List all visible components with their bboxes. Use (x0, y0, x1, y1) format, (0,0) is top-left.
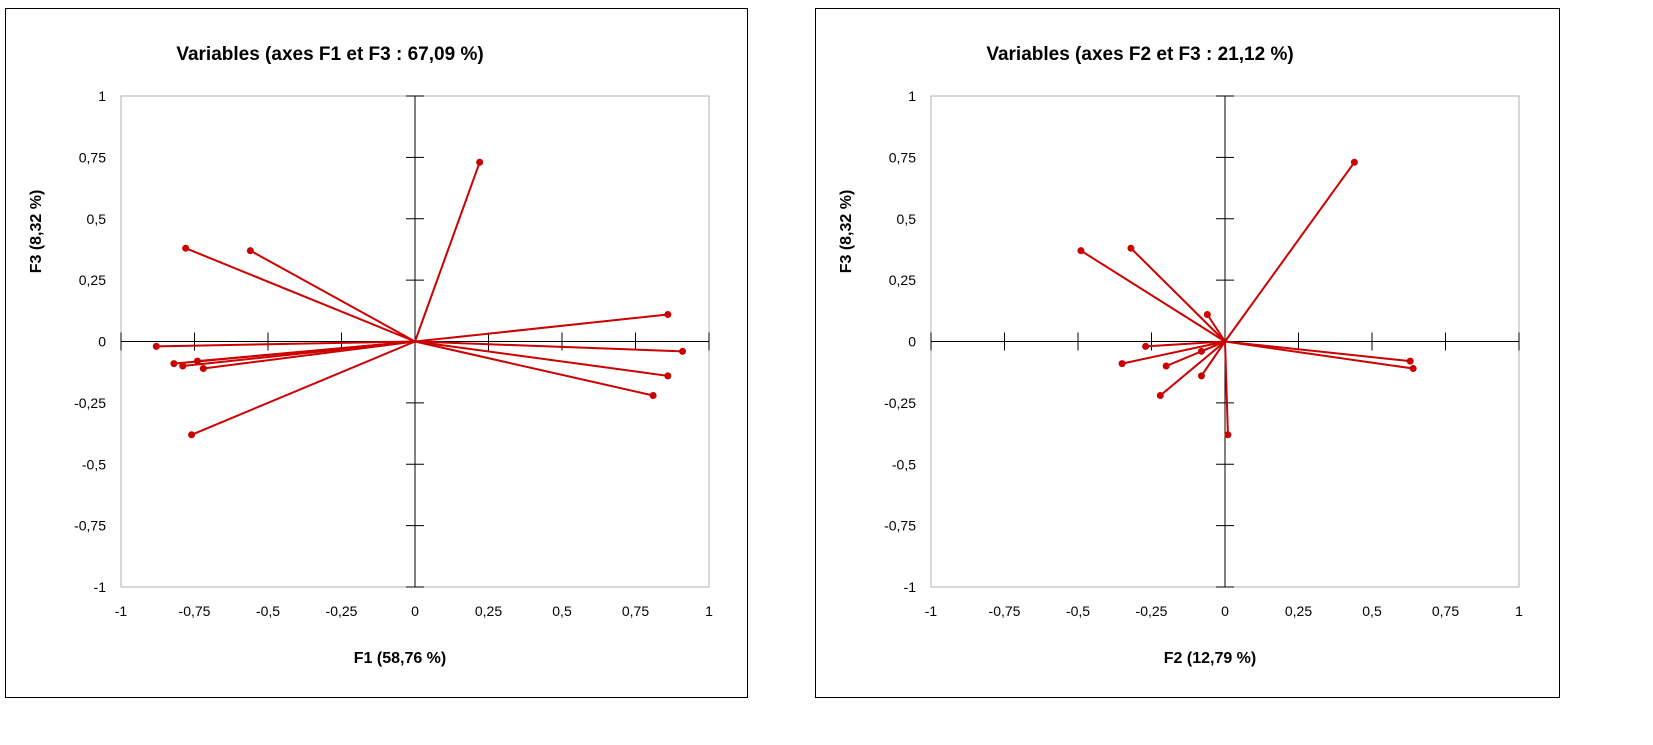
x-tick-label: 0,75 (1432, 603, 1459, 619)
variable-point (182, 244, 190, 252)
variable-vector (197, 340, 416, 363)
y-tick-label: -0,5 (892, 456, 916, 472)
variable-point (199, 365, 207, 373)
y-tick-label: 0,25 (79, 272, 106, 288)
x-tick-label: 0,25 (1285, 603, 1312, 619)
variable-vector (1201, 340, 1226, 353)
x-tick-label: 0 (411, 603, 419, 619)
x-tick-label: 0,5 (1362, 603, 1382, 619)
x-axis-label: F2 (12,79 %) (1164, 650, 1256, 667)
variable-point (1350, 158, 1358, 166)
variable-point (246, 247, 254, 255)
x-tick-label: -1 (115, 603, 128, 619)
x-axis-label: F1 (58,76 %) (354, 650, 446, 667)
variable-vector (1200, 340, 1226, 377)
variable-vector (203, 340, 416, 370)
y-tick-label: 0,5 (897, 211, 917, 227)
x-tick-label: -0,5 (256, 603, 280, 619)
variable-vector (414, 340, 683, 353)
y-axis-label: F3 (8,32 %) (28, 190, 45, 274)
variable-point (1077, 247, 1085, 255)
variable-vector (249, 249, 416, 343)
chart-f2-f3: Variables (axes F2 et F3 : 21,12 %) -1 -1 -… (838, 44, 1523, 667)
x-tick-label: 0 (1221, 603, 1229, 619)
variable-vector (1224, 341, 1229, 435)
variable-point (170, 360, 178, 368)
y-tick-label: 0,5 (87, 211, 107, 227)
variable-point (1409, 365, 1417, 373)
variable-point (1118, 360, 1126, 368)
x-tick-label: 1 (1515, 603, 1523, 619)
variable-point (1203, 310, 1211, 318)
variable-point (1224, 431, 1232, 439)
y-tick-label: -0,75 (74, 518, 106, 534)
variable-vector (414, 313, 668, 343)
variable-point (476, 158, 484, 166)
variable-vector (414, 340, 654, 397)
x-tick-label: -0,5 (1066, 603, 1090, 619)
variable-vector (414, 161, 481, 342)
chart-title: Variables (axes F1 et F3 : 67,09 %) (176, 44, 483, 65)
x-tick-label: 0,5 (552, 603, 572, 619)
variable-vector (1130, 247, 1226, 343)
variable-point (1162, 362, 1170, 370)
y-tick-label: 0 (908, 334, 916, 350)
x-tick-label: -0,25 (1136, 603, 1168, 619)
variable-point (1142, 342, 1150, 350)
variable-point (664, 310, 672, 318)
y-tick-label: -0,75 (884, 518, 916, 534)
variable-vector (1224, 161, 1356, 343)
variable-point (1406, 357, 1414, 365)
chart-panel-f1-f3: Variables (axes F1 et F3 : 67,09 %) -1 -1 -… (5, 8, 748, 698)
x-tick-label: -0,75 (179, 603, 211, 619)
variable-point (679, 347, 687, 355)
variable-point (1156, 392, 1164, 400)
chart-f1-f3: Variables (axes F1 et F3 : 67,09 %) -1 -1 -… (28, 44, 713, 667)
x-tick-label: 0,75 (622, 603, 649, 619)
variable-vector (1159, 340, 1226, 397)
variable-point (1197, 372, 1205, 380)
variable-vector (1224, 340, 1411, 363)
y-tick-label: -1 (904, 579, 917, 595)
y-tick-label: 0 (98, 334, 106, 350)
variable-point (1197, 347, 1205, 355)
variable-vector (1145, 340, 1226, 348)
variable-point (1127, 244, 1135, 252)
variable-point (152, 342, 160, 350)
y-tick-label: 0,25 (889, 272, 916, 288)
x-tick-label: 0,25 (475, 603, 502, 619)
x-tick-label: -0,25 (326, 603, 358, 619)
variable-vector (191, 340, 416, 436)
variable-point (188, 431, 196, 439)
y-tick-label: 0,75 (889, 149, 916, 165)
variable-vector (156, 340, 416, 348)
variable-vector (1206, 313, 1226, 343)
variable-vector (1080, 249, 1226, 343)
variable-point (179, 362, 187, 370)
x-tick-label: -0,75 (989, 603, 1021, 619)
y-tick-label: 0,75 (79, 149, 106, 165)
y-tick-label: -0,25 (884, 395, 916, 411)
y-tick-label: -0,5 (82, 456, 106, 472)
variable-vector (414, 340, 668, 377)
variable-vector (185, 247, 416, 343)
variable-point (193, 357, 201, 365)
y-tick-label: -1 (94, 579, 107, 595)
y-tick-label: 1 (98, 88, 106, 104)
y-tick-label: 1 (908, 88, 916, 104)
y-axis-label: F3 (8,32 %) (838, 190, 855, 274)
chart-title: Variables (axes F2 et F3 : 21,12 %) (986, 44, 1293, 65)
variable-point (649, 392, 657, 400)
x-tick-label: 1 (705, 603, 713, 619)
variable-vector (1224, 340, 1414, 370)
y-tick-label: -0,25 (74, 395, 106, 411)
chart-panel-f2-f3: Variables (axes F2 et F3 : 21,12 %) -1 -1 -… (815, 8, 1560, 698)
x-tick-label: -1 (925, 603, 938, 619)
variable-vector (1121, 340, 1226, 365)
variable-point (664, 372, 672, 380)
